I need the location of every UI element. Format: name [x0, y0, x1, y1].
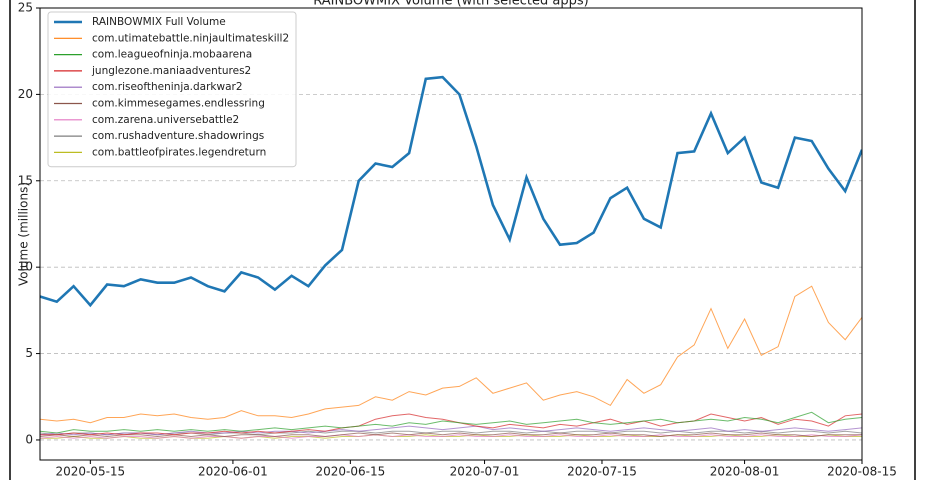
legend-label: RAINBOWMIX Full Volume — [92, 16, 226, 28]
y-tick-label: 0 — [25, 432, 33, 446]
legend-label: com.leagueofninja.mobaarena — [92, 49, 252, 61]
y-tick-label: 25 — [18, 1, 33, 15]
axes-frame — [39, 7, 863, 461]
legend-label: com.utimatebattle.ninjaultimateskill2 — [92, 32, 289, 44]
legend-label: com.rushadventure.shadowrings — [92, 130, 264, 142]
data-line — [40, 411, 862, 434]
y-tick-label: 15 — [18, 173, 33, 187]
x-tick-label: 2020-08-15 — [827, 465, 897, 479]
chart-title: RAINBOWMIX Volume (with selected apps) — [313, 0, 588, 9]
y-tick-label: 20 — [18, 87, 33, 101]
legend-label: com.battleofpirates.legendreturn — [92, 146, 266, 158]
legend-label: com.kimmesegames.endlessring — [92, 98, 265, 110]
x-tick-label: 2020-06-01 — [198, 465, 268, 479]
data-line — [40, 432, 862, 438]
data-line — [40, 285, 862, 424]
legend-box — [47, 11, 297, 168]
x-tick-label: 2020-05-15 — [55, 465, 125, 479]
x-tick-label: 2020-07-15 — [567, 465, 637, 479]
data-line — [40, 434, 862, 439]
data-line — [40, 75, 862, 308]
x-tick-label: 2020-07-01 — [450, 465, 520, 479]
x-tick-label: 2020-06-15 — [315, 465, 385, 479]
y-tick-label: 10 — [18, 260, 33, 274]
legend-label: com.riseoftheninja.darkwar2 — [92, 81, 243, 93]
y-tick-label: 5 — [25, 346, 33, 360]
y-axis-label: Volume (millions) — [17, 182, 31, 286]
legend: RAINBOWMIX Full Volume com.utimatebattle.… — [47, 11, 297, 168]
data-line — [40, 413, 862, 436]
x-tick-label: 2020-08-01 — [710, 465, 780, 479]
legend-label: com.zarena.universebattle2 — [92, 114, 239, 126]
legend-label: junglezone.maniaadventures2 — [91, 65, 251, 77]
data-line — [40, 425, 862, 436]
